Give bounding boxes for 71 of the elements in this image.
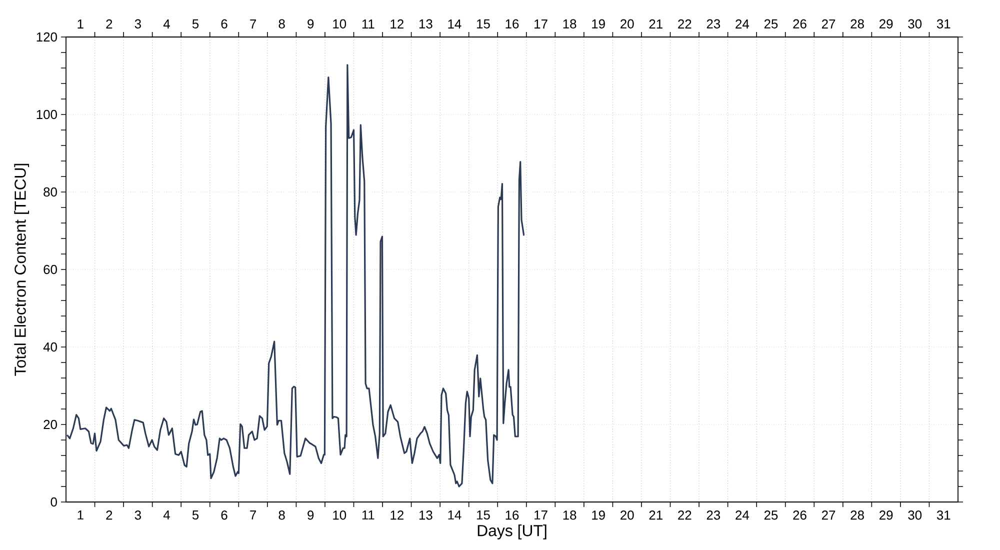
x-tick-label: 26 [793, 510, 806, 520]
y-tick-label: 0 [50, 497, 57, 507]
x-tick-label: 9 [308, 510, 314, 520]
x-tick-label: 16 [506, 510, 519, 520]
x-tick-label: 19 [592, 510, 605, 520]
x-tick-label: 4 [163, 510, 170, 520]
x-tick-label: 5 [192, 510, 199, 520]
x2-tick-label: 10 [333, 19, 346, 28]
x-tick-label: 24 [736, 510, 750, 520]
y-tick-label: 40 [43, 342, 57, 352]
x-tick-label: 3 [134, 510, 141, 520]
x-tick-label: 28 [850, 510, 864, 520]
x-tick-label: 20 [620, 510, 634, 520]
x-tick-label: 8 [278, 510, 285, 520]
x2-tick-label: 18 [563, 19, 576, 28]
x2-tick-label: 11 [362, 20, 374, 28]
x2-tick-label: 20 [620, 19, 634, 28]
x2-tick-label: 14 [448, 20, 462, 28]
x2-tick-label: 19 [592, 19, 605, 28]
x2-tick-label: 23 [706, 19, 720, 28]
x-tick-label: 7 [250, 510, 256, 520]
x2-tick-label: 24 [736, 19, 750, 28]
x2-tick-label: 26 [793, 19, 806, 28]
x2-tick-label: 30 [908, 19, 922, 28]
x-tick-label: 17 [534, 510, 548, 520]
y-tick-label: 120 [36, 32, 57, 42]
x-tick-label: 12 [390, 510, 404, 520]
x-tick-label: 2 [106, 510, 112, 520]
x-tick-label: 11 [362, 510, 374, 520]
x-tick-label: 14 [448, 510, 462, 520]
y-tick-label: 100 [36, 110, 57, 120]
x-tick-label: 21 [649, 510, 662, 520]
x2-tick-label: 8 [278, 19, 285, 28]
x-tick-label: 23 [706, 510, 720, 520]
x2-tick-label: 15 [477, 19, 490, 28]
x2-tick-label: 12 [390, 19, 404, 28]
x2-tick-label: 4 [163, 20, 170, 28]
x2-tick-label: 17 [534, 20, 548, 28]
x-tick-label: 1 [78, 510, 84, 520]
x-tick-label: 30 [908, 510, 922, 520]
x-tick-label: 27 [822, 510, 836, 520]
y-tick-label: 20 [44, 420, 57, 430]
x-tick-label: 6 [221, 510, 228, 520]
x2-tick-label: 16 [506, 19, 519, 28]
x-tick-label: 18 [563, 510, 576, 520]
x2-tick-label: 5 [192, 19, 199, 28]
y-tick-label: 60 [44, 264, 57, 274]
x2-tick-label: 27 [822, 19, 836, 28]
x2-tick-label: 6 [221, 19, 228, 28]
x2-tick-label: 28 [850, 19, 864, 28]
x2-tick-label: 25 [764, 19, 778, 28]
x-tick-label: 25 [764, 510, 778, 520]
x2-tick-label: 31 [936, 19, 950, 28]
x2-tick-label: 9 [308, 19, 314, 28]
x-axis-title: Days [UT] [478, 524, 546, 540]
x-tick-label: 29 [880, 510, 893, 520]
x-tick-label: 15 [477, 510, 490, 520]
x2-tick-label: 29 [880, 19, 893, 28]
x2-tick-label: 7 [250, 20, 256, 28]
x2-tick-label: 2 [106, 19, 112, 28]
x-tick-label: 31 [936, 510, 950, 520]
x2-tick-label: 13 [419, 19, 432, 28]
y-tick-label: 80 [44, 187, 57, 197]
x-tick-label: 13 [419, 510, 432, 520]
x-tick-label: 10 [333, 510, 346, 520]
y-axis-title: Total Electron Content [TECU] [14, 164, 30, 376]
x2-tick-label: 21 [649, 19, 662, 28]
x-tick-label: 22 [678, 510, 692, 520]
x2-tick-label: 3 [134, 19, 141, 28]
x2-tick-label: 22 [678, 19, 692, 28]
x2-tick-label: 1 [78, 20, 84, 28]
